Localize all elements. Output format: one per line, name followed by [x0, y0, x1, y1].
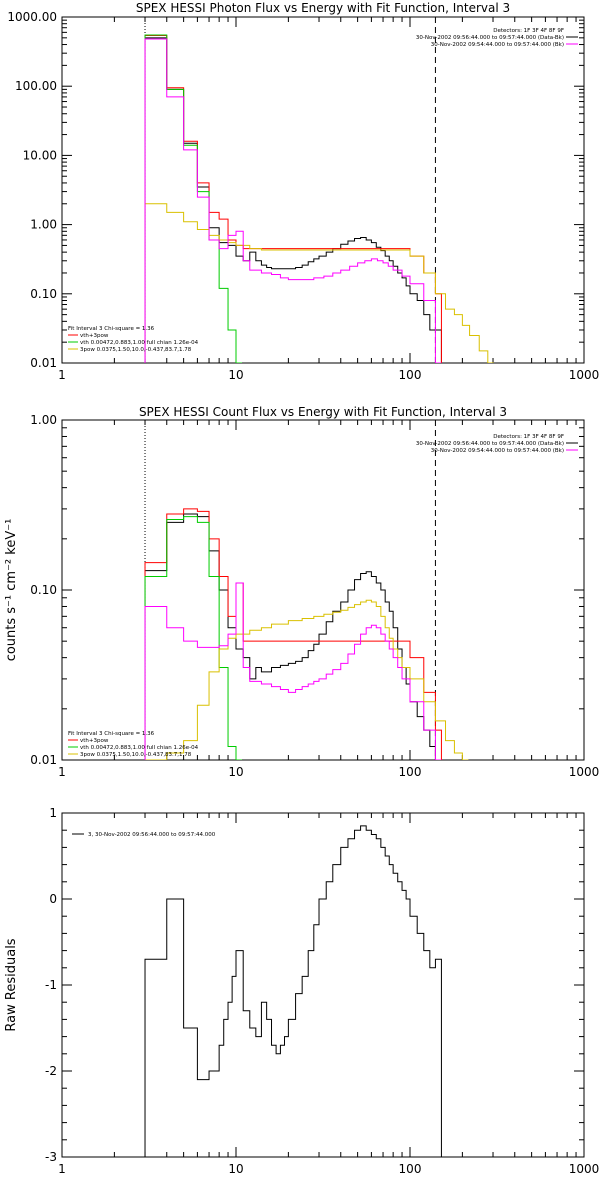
y-tick-label: 1 [49, 806, 57, 820]
y-tick-label: 10.00 [23, 148, 57, 162]
y-tick-label: 0.10 [30, 287, 57, 301]
x-tick-label: 100 [399, 1162, 422, 1176]
y-axis: 0.01 0.10 1.00 10.00 100.00 1000.00 [7, 10, 584, 370]
x-tick-label: 10 [228, 368, 243, 382]
series-group [144, 34, 494, 363]
x-axis: 1 10 100 1000 [58, 813, 599, 1176]
y-tick-label: -1 [45, 978, 57, 992]
x-tick-label: 1000 [569, 765, 600, 779]
series-data-bk [144, 513, 442, 760]
header-line: 30-Nov-2002 09:54:44.000 to 09:57:44.000… [431, 448, 564, 454]
y-tick-label: 0.01 [30, 753, 57, 767]
y-tick-label: 100.00 [15, 79, 57, 93]
y-tick-label: 1000.00 [7, 10, 57, 24]
y-tick-label: -2 [45, 1064, 57, 1078]
x-tick-label: 10 [228, 1162, 243, 1176]
series-3-30-nov-2002-09-56-44-000-to-09-57-44-000 [144, 825, 442, 1157]
header-line: 30-Nov-2002 09:56:44.000 to 09:57:44.000… [416, 35, 564, 41]
series-3pow [145, 599, 469, 760]
x-tick-label: 100 [399, 765, 422, 779]
y-tick-label: 1.00 [30, 218, 57, 232]
x-tick-label: 1 [58, 1162, 66, 1176]
legend-label: 3pow 0.0375,1.50,10.0,-0.437,83.7,1.78 [80, 752, 192, 758]
y-tick-label: -3 [45, 1150, 57, 1164]
y-axis: -3 -2 -1 0 1 [45, 806, 584, 1164]
series-group [144, 508, 469, 760]
series-group [144, 825, 442, 1157]
plot-frame [61, 16, 585, 364]
x-axis: 1 10 100 1000 [58, 420, 599, 779]
legend-label: 3pow 0.0375,1.50,10.0,-0.437,83.7,1.78 [80, 347, 192, 353]
chart-title: SPEX HESSI Photon Flux vs Energy with Fi… [136, 1, 510, 15]
x-tick-label: 100 [399, 368, 422, 382]
chart-panel-1: SPEX HESSI Photon Flux vs Energy with Fi… [7, 1, 599, 382]
legend-label: Fit Interval 3 Chi-square = 1.36 [68, 731, 155, 737]
chart-legend: Fit Interval 3 Chi-square = 1.36vth+3pow… [68, 731, 199, 758]
y-axis-label: counts s⁻¹ cm⁻² keV⁻¹ [4, 519, 19, 662]
series-3pow [144, 203, 494, 363]
chart-title: SPEX HESSI Count Flux vs Energy with Fit… [139, 405, 507, 419]
legend-label: vth+3pow [80, 333, 109, 339]
chart-panel-2: SPEX HESSI Count Flux vs Energy with Fit… [4, 405, 599, 779]
series-vth [144, 516, 242, 760]
series-bk [144, 38, 442, 363]
legend-label: vth 0.00472,0.883,1.00 full chian 1.26e-… [80, 340, 199, 346]
x-tick-label: 10 [228, 765, 243, 779]
x-tick-label: 1 [58, 765, 66, 779]
legend-label: vth+3pow [80, 738, 109, 744]
header-line: Detectors: 1F 3F 4F 8F 9F [493, 434, 564, 440]
header-line: 30-Nov-2002 09:56:44.000 to 09:57:44.000… [416, 441, 564, 447]
y-axis-label: Raw Residuals [4, 938, 19, 1031]
series-data-bk [144, 37, 442, 363]
y-tick-label: 0.10 [30, 583, 57, 597]
chart-legend: Fit Interval 3 Chi-square = 1.36vth+3pow… [68, 326, 199, 353]
x-axis: 1 10 100 1000 [58, 17, 599, 382]
legend-label: 3, 30-Nov-2002 09:56:44.000 to 09:57:44.… [88, 832, 216, 838]
chart-legend: 3, 30-Nov-2002 09:56:44.000 to 09:57:44.… [72, 832, 216, 838]
y-tick-label: 0.01 [30, 356, 57, 370]
header-line: 30-Nov-2002 09:54:44.000 to 09:57:44.000… [431, 42, 564, 48]
plot-frame [61, 812, 585, 1158]
x-tick-label: 1000 [569, 368, 600, 382]
y-tick-label: 0 [49, 892, 57, 906]
header-line: Detectors: 1F 3F 4F 8F 9F [493, 28, 564, 34]
legend-label: Fit Interval 3 Chi-square = 1.36 [68, 326, 155, 332]
y-tick-label: 1.00 [30, 413, 57, 427]
series-vth-3pow [144, 35, 442, 363]
legend-label: vth 0.00472,0.883,1.00 full chian 1.26e-… [80, 745, 199, 751]
x-tick-label: 1000 [569, 1162, 600, 1176]
series-bk [144, 582, 442, 760]
chart-panel-3: 1 10 100 1000 -3 -2 -1 0 1 Raw Residuals 3, 30-Nov… [4, 806, 599, 1176]
series-vth-3pow [144, 508, 442, 760]
y-axis: 0.01 0.10 1.00 [30, 413, 584, 767]
plot-frame [61, 419, 585, 761]
x-tick-label: 1 [58, 368, 66, 382]
series-vth [144, 34, 242, 363]
